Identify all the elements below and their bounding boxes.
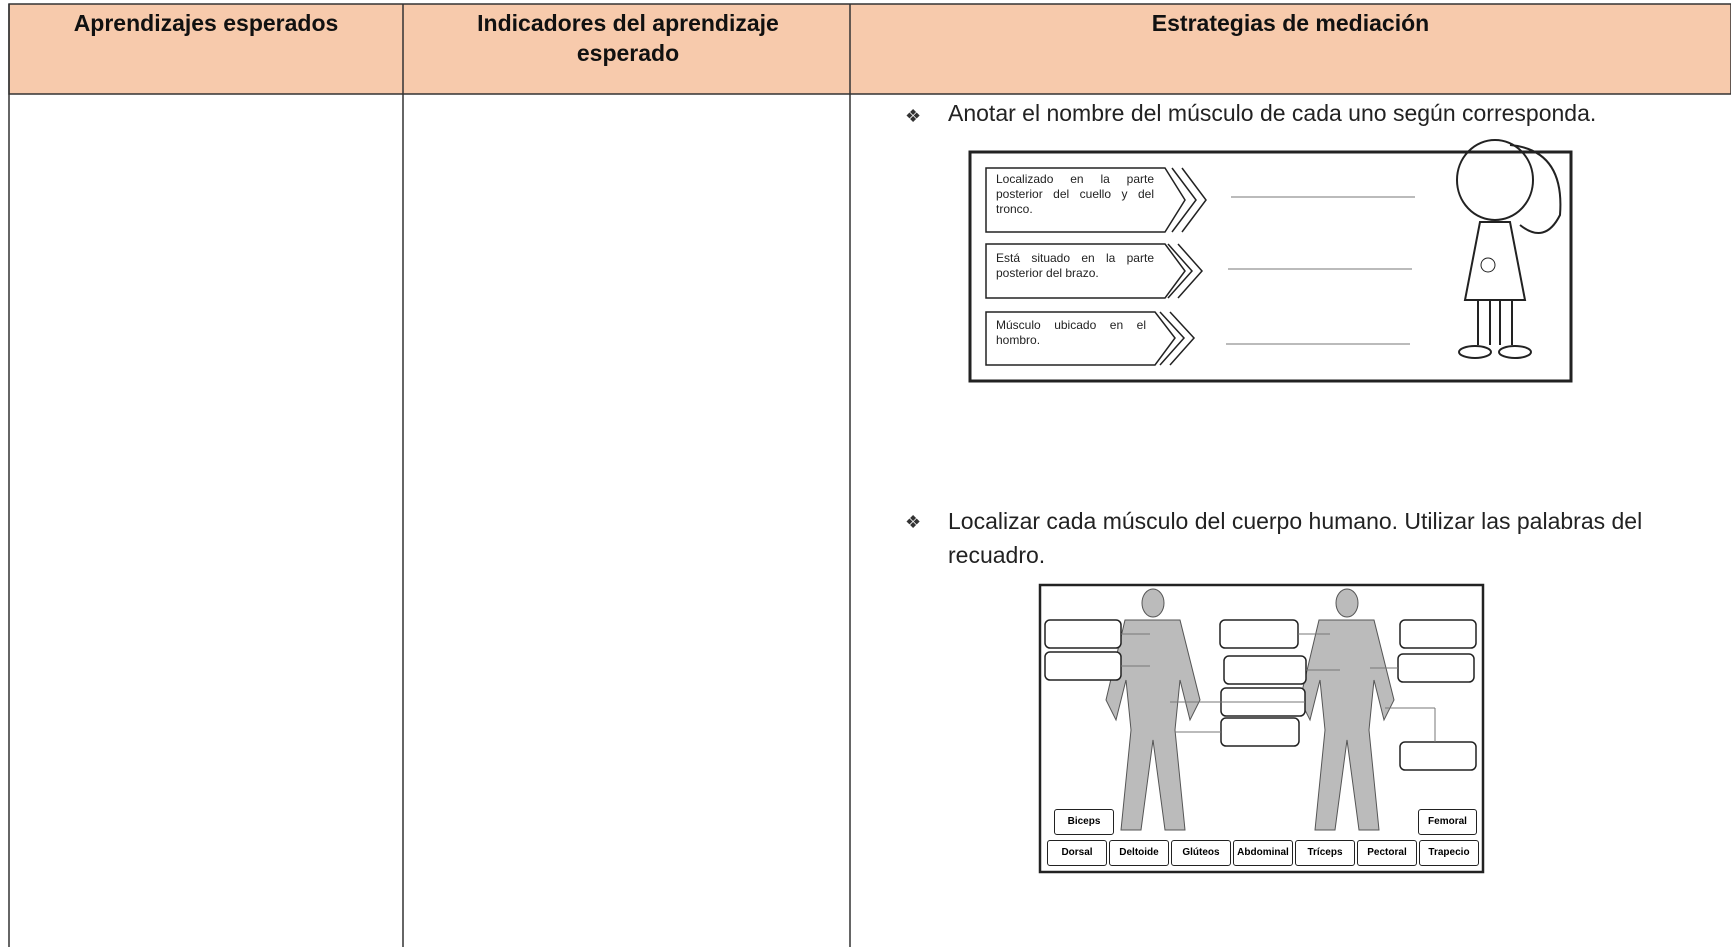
word-label: Femoral [1418, 809, 1477, 835]
exercise-2-figure [1038, 583, 1485, 874]
word-label: Dorsal [1047, 840, 1107, 866]
clue: Localizado en la parte posterior del cue… [996, 172, 1154, 216]
svg-text:❖: ❖ [905, 106, 921, 126]
bullet-text: Anotar el nombre del músculo de cada uno… [948, 100, 1597, 126]
clue: Músculo ubicado en el hombro. [996, 318, 1146, 347]
word-label: Biceps [1054, 809, 1114, 835]
exercise-1-figure [968, 139, 1573, 383]
word-label: Pectoral [1357, 840, 1417, 866]
word-label: Abdominal [1233, 840, 1293, 866]
bullet-text: Localizar cada músculo del cuerpo humano… [948, 508, 1643, 568]
header-cell: Aprendizajes esperados [73, 10, 339, 36]
svg-text:❖: ❖ [905, 512, 921, 532]
word-label: Glúteos [1171, 840, 1231, 866]
word-label: Trapecio [1419, 840, 1479, 866]
word-label: Tríceps [1295, 840, 1355, 866]
clue: Está situado en la parte posterior del b… [996, 251, 1154, 280]
word-label: Deltoide [1109, 840, 1169, 866]
header-cell: Estrategias de mediación [1151, 10, 1430, 36]
header-cell: Indicadores del aprendizaje esperado [477, 10, 779, 66]
